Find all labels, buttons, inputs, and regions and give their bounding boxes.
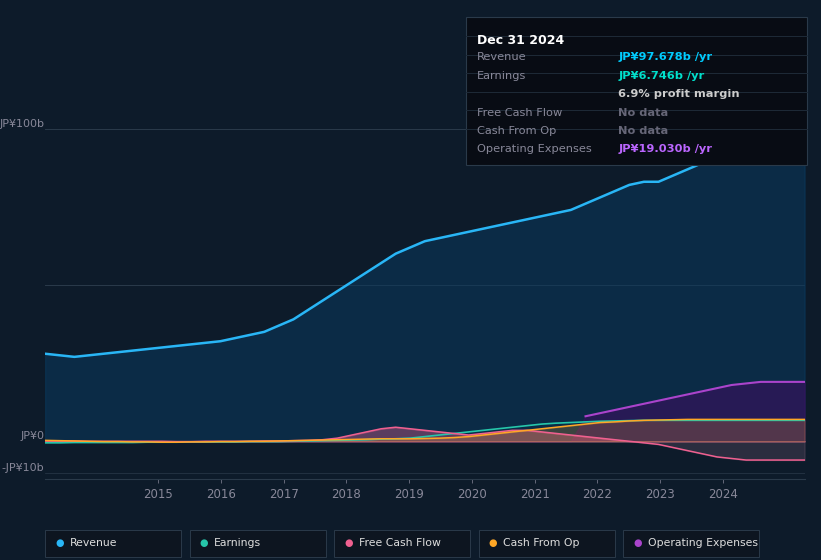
Text: ●: ● (344, 538, 352, 548)
Text: Cash From Op: Cash From Op (503, 538, 580, 548)
Text: JP¥100b: JP¥100b (0, 119, 44, 129)
Text: Free Cash Flow: Free Cash Flow (477, 108, 562, 118)
Text: ●: ● (200, 538, 208, 548)
Text: ●: ● (633, 538, 641, 548)
Text: Cash From Op: Cash From Op (477, 126, 557, 136)
Text: Earnings: Earnings (477, 71, 526, 81)
Text: JP¥19.030b /yr: JP¥19.030b /yr (618, 144, 712, 155)
Text: JP¥97.678b /yr: JP¥97.678b /yr (618, 52, 713, 62)
Text: JP¥6.746b /yr: JP¥6.746b /yr (618, 71, 704, 81)
Text: Free Cash Flow: Free Cash Flow (359, 538, 441, 548)
Text: -JP¥10b: -JP¥10b (2, 463, 44, 473)
Text: No data: No data (618, 126, 668, 136)
Text: Operating Expenses: Operating Expenses (477, 144, 592, 155)
Text: Revenue: Revenue (70, 538, 117, 548)
Text: ●: ● (488, 538, 497, 548)
Text: JP¥0: JP¥0 (21, 431, 44, 441)
Text: Revenue: Revenue (477, 52, 526, 62)
Text: Earnings: Earnings (214, 538, 261, 548)
Text: Operating Expenses: Operating Expenses (648, 538, 758, 548)
Text: ●: ● (55, 538, 63, 548)
Text: No data: No data (618, 108, 668, 118)
Text: 6.9% profit margin: 6.9% profit margin (618, 89, 740, 99)
Text: Dec 31 2024: Dec 31 2024 (477, 34, 564, 46)
